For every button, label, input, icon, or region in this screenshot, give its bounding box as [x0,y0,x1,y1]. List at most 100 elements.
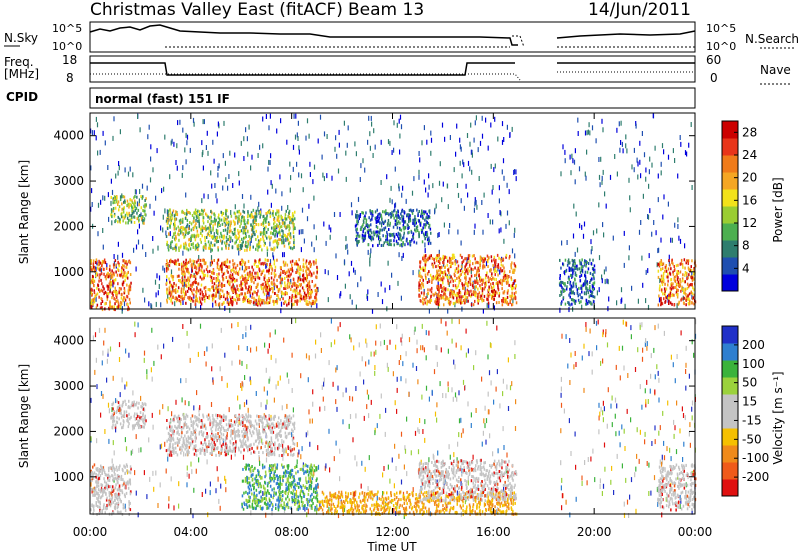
power-echo-region-2 [175,236,177,240]
power-scatter-echo [311,241,313,247]
power-echo-region-3 [245,295,248,299]
power-echo-region-3 [213,259,215,262]
power-echo-region-5 [466,269,469,273]
power-echo-region-1 [124,213,127,217]
power-scatter-echo [413,176,415,182]
power-echo-region-3 [269,263,271,266]
power-scatter-echo [349,294,351,300]
power-scatter-echo [360,276,362,282]
power-echo-region-5 [458,289,461,293]
velocity-scatter-echo [425,385,428,391]
velocity-scatter-echo [478,496,480,502]
power-echo-region-5 [502,276,505,279]
power-echo-region-3 [268,265,271,269]
power-echo-region-3 [220,264,222,268]
power-scatter-echo [438,232,440,237]
power-echo-region-4 [429,241,432,245]
power-echo-region-3 [248,290,251,294]
power-echo-region-3 [226,260,229,264]
power-scatter-echo [164,134,166,140]
power-echo-region-2 [284,234,286,237]
power-scatter-echo [459,137,461,143]
power-echo-region-2 [180,244,182,248]
velocity-scatter-echo [625,321,627,327]
power-echo-region-1 [128,205,130,209]
power-echo-region-1 [119,220,121,224]
power-echo-region-4 [424,210,427,214]
power-echo-region-4 [382,210,384,214]
power-scatter-echo [439,161,441,167]
power-echo-region-5 [479,263,481,267]
power-echo-region-0 [95,271,98,275]
power-scatter-echo [635,123,637,129]
power-echo-region-3 [236,301,238,305]
power-echo-region-0 [90,287,93,291]
power-scatter-echo [216,198,218,204]
power-echo-region-3 [276,258,278,262]
power-scatter-echo [499,210,501,215]
power-echo-region-0 [98,267,100,271]
power-echo-region-2 [293,241,295,245]
power-echo-region-5 [508,283,510,287]
power-echo-region-6 [590,277,593,281]
power-echo-region-0 [114,286,116,290]
power-echo-region-4 [429,227,432,231]
power-echo-region-4 [426,234,428,238]
velocity-scatter-echo [654,325,656,331]
power-scatter-echo [645,176,647,182]
power-echo-region-4 [397,231,400,235]
power-echo-region-5 [474,281,476,285]
power-scatter-echo [399,114,402,120]
power-echo-region-4 [397,242,399,246]
power-echo-region-1 [116,200,118,204]
power-echo-region-5 [514,268,516,272]
power-echo-region-2 [262,237,264,241]
power-scatter-echo [238,180,240,186]
power-echo-region-3 [203,261,206,265]
power-echo-region-3 [279,273,282,277]
power-echo-region-4 [403,227,405,231]
power-echo-region-6 [589,279,592,282]
power-echo-region-2 [234,235,237,239]
power-scatter-echo [481,115,483,121]
power-echo-region-2 [245,235,247,239]
power-echo-region-2 [262,235,264,239]
velocity-scatter-echo [662,410,664,416]
power-echo-region-3 [185,281,187,285]
power-echo-region-5 [495,290,497,294]
power-echo-region-2 [195,218,197,222]
power-echo-region-1 [141,219,144,223]
power-scatter-echo [460,146,462,152]
power-echo-region-3 [251,295,253,299]
power-scatter-echo [598,255,601,261]
power-echo-region-3 [212,285,214,289]
power-echo-region-3 [206,274,209,278]
power-echo-region-5 [456,300,458,304]
power-echo-region-7 [687,266,690,270]
power-echo-region-0 [113,265,115,269]
power-scatter-echo [499,269,501,275]
power-scatter-echo [466,297,468,303]
power-echo-region-5 [447,282,450,286]
power-echo-region-2 [197,248,199,252]
velocity-scatter-echo [396,324,398,330]
velocity-scatter-echo [269,376,271,382]
power-scatter-echo [276,224,278,230]
power-echo-region-0 [101,259,104,263]
power-echo-region-4 [402,215,405,219]
power-echo-region-0 [90,261,92,265]
power-scatter-echo [515,176,517,182]
power-scatter-echo [377,292,379,297]
power-scatter-echo [369,131,371,137]
power-echo-region-2 [193,225,195,229]
power-echo-region-3 [182,260,185,264]
power-echo-region-0 [123,264,125,268]
power-echo-region-4 [412,232,415,236]
power-echo-region-3 [309,270,311,274]
power-echo-region-3 [300,283,302,286]
power-echo-region-7 [673,303,675,307]
power-echo-region-4 [425,216,427,220]
power-scatter-echo [321,154,323,160]
site-title: Christmas Valley East (fitACF) [90,0,343,20]
power-scatter-echo [276,232,278,238]
